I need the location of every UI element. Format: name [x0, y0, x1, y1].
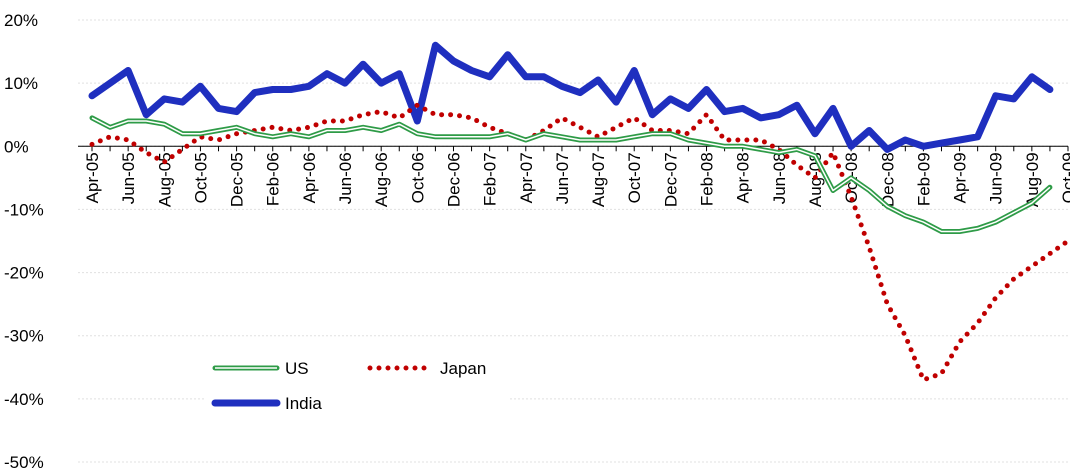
- legend-label: Japan: [440, 359, 486, 378]
- x-tick-label: Oct-07: [625, 152, 644, 203]
- x-tick-label: Aug-07: [589, 152, 608, 207]
- x-tick-label: Aug-09: [1023, 152, 1042, 207]
- y-tick-label: -40%: [4, 390, 44, 409]
- series-line: [88, 41, 1054, 153]
- x-tick-label: Jun-06: [336, 152, 355, 204]
- legend-box: [205, 350, 510, 420]
- x-tick-label: Oct-06: [408, 152, 427, 203]
- x-tick-label: Apr-07: [517, 152, 536, 203]
- x-tick-label: Dec-06: [444, 152, 463, 207]
- x-tick-label: Jun-07: [553, 152, 572, 204]
- x-tick-label: Jun-05: [119, 152, 138, 204]
- legend-label: US: [285, 359, 309, 378]
- y-tick-label: 10%: [4, 74, 38, 93]
- series-line-inner: [91, 117, 1051, 233]
- legend-label: India: [285, 394, 322, 413]
- x-tick-label: Dec-07: [661, 152, 680, 207]
- y-tick-label: -10%: [4, 200, 44, 219]
- x-tick-label: Dec-05: [228, 152, 247, 207]
- x-tick-label: Jun-09: [987, 152, 1006, 204]
- x-tick-label: Apr-08: [734, 152, 753, 203]
- x-tick-label: Jun-08: [770, 152, 789, 204]
- y-tick-label: 0%: [4, 137, 29, 156]
- y-tick-label: -30%: [4, 327, 44, 346]
- x-tick-label: Apr-06: [300, 152, 319, 203]
- x-tick-label: Aug-05: [155, 152, 174, 207]
- series: [89, 102, 1070, 384]
- series: [89, 115, 1053, 234]
- x-tick-label: Feb-08: [698, 152, 717, 206]
- y-tick-label: -50%: [4, 453, 44, 468]
- legend: US Japan India: [205, 350, 510, 420]
- x-tick-label: Apr-05: [83, 152, 102, 203]
- x-tick-label: Feb-09: [914, 152, 933, 206]
- x-tick-label: Feb-06: [264, 152, 283, 206]
- x-tick-label: Aug-06: [372, 152, 391, 207]
- x-tick-label: Apr-09: [951, 152, 970, 203]
- x-tick-label: Oct-05: [191, 152, 210, 203]
- x-tick-label: Dec-08: [878, 152, 897, 207]
- y-tick-label: 20%: [4, 11, 38, 30]
- series: [88, 41, 1054, 153]
- y-tick-label: -20%: [4, 264, 44, 283]
- x-tick-label: Feb-07: [481, 152, 500, 206]
- x-tick-label: Oct-09: [1059, 152, 1070, 203]
- series-line: [89, 102, 1070, 384]
